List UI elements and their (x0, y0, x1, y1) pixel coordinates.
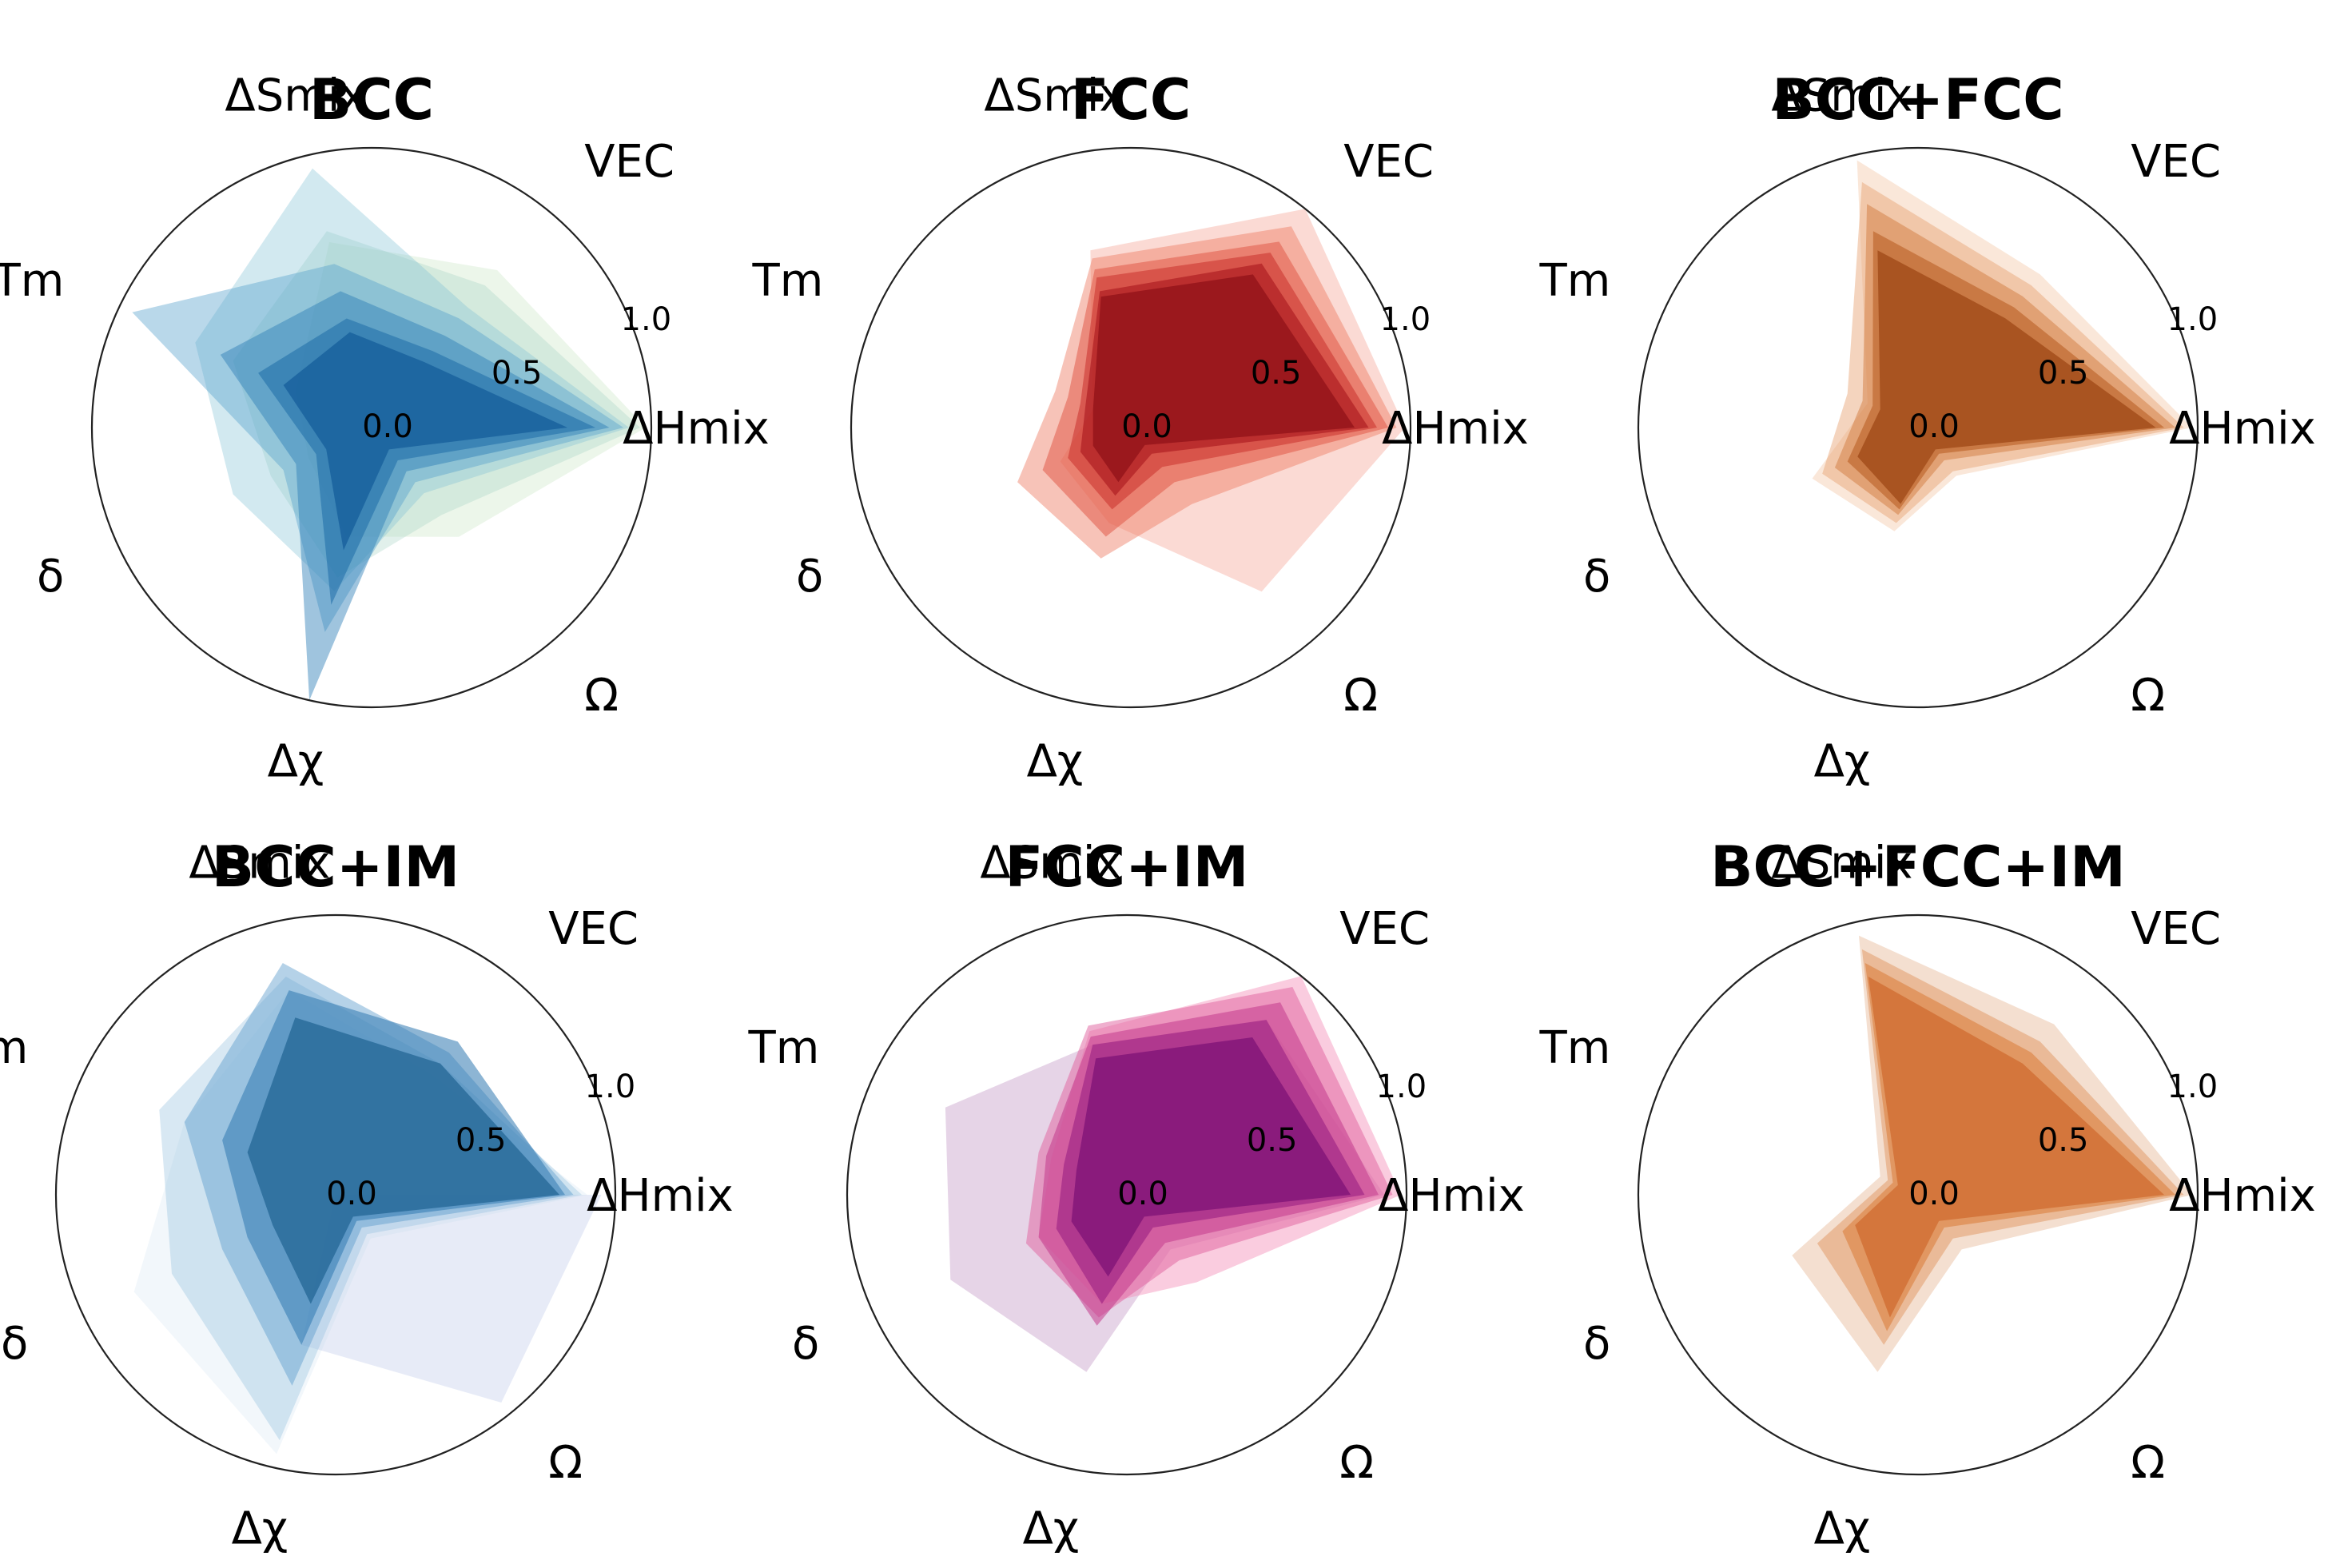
radial-tick-label: 0.0 (326, 1176, 377, 1212)
radial-tick-label: 1.0 (2167, 1069, 2219, 1105)
axis-label: δ (37, 551, 64, 603)
radial-tick-label: 0.0 (362, 408, 413, 445)
axis-label: δ (792, 1318, 819, 1370)
axis-label: VEC (2131, 903, 2221, 955)
axis-label: Δχ (1814, 1502, 1871, 1554)
axis-label: Δχ (1023, 1502, 1080, 1554)
radar-series-polygon (247, 1017, 559, 1304)
radar-outer-circle (1637, 146, 2199, 709)
axis-label: Δχ (1814, 735, 1871, 787)
axis-label: Δχ (1027, 735, 1084, 787)
radial-tick-label: 0.0 (1908, 408, 1960, 445)
radial-tick-label: 0.0 (1121, 408, 1172, 445)
axis-label: VEC (584, 136, 675, 188)
axis-label: Tm (1539, 255, 1611, 307)
axis-label: Ω (548, 1437, 583, 1489)
panel-title: BCC+IM (212, 834, 460, 900)
radial-tick-label: 0.5 (1251, 355, 1302, 392)
axis-label: VEC (2131, 136, 2221, 188)
radar-panel: BCC+IM 0.0 0.5 1.0 ΔHmix VEC ΔSmix Tm δ Δχ Ω (0, 834, 734, 1554)
axis-label: ΔHmix (2169, 403, 2316, 455)
axis-label: Tm (0, 255, 64, 307)
radial-tick-label: 0.0 (1117, 1176, 1168, 1212)
radar-series-polygon (1855, 977, 2164, 1318)
radar-series-polygon (301, 1195, 602, 1403)
radar-panel: FCC+IM 0.0 0.5 1.0 ΔHmix VEC ΔSmix Tm δ Δχ Ω (748, 834, 1525, 1554)
radar-outer-circle (54, 913, 617, 1476)
radar-panel: BCC+FCC+IM 0.0 0.5 1.0 ΔHmix VEC ΔSmix Tm δ Δχ Ω (1539, 834, 2316, 1554)
axis-label: Tm (0, 1022, 28, 1074)
radial-tick-label: 1.0 (621, 301, 672, 338)
panel-title: BCC+FCC+IM (1710, 834, 2126, 900)
axis-label: Ω (1339, 1437, 1374, 1489)
axis-label: Δχ (268, 735, 324, 787)
axis-label: Ω (2131, 1437, 2165, 1489)
radial-tick-label: 0.5 (456, 1122, 507, 1159)
panel-title: FCC (1071, 67, 1192, 133)
radial-tick-label: 1.0 (2167, 301, 2219, 338)
axis-label: ΔSmix (980, 838, 1121, 889)
axis-label: ΔSmix (225, 70, 366, 122)
axis-label: ΔHmix (1382, 403, 1529, 455)
axis-label: Ω (2131, 670, 2165, 722)
axis-label: Tm (752, 255, 824, 307)
axis-label: δ (796, 551, 823, 603)
axis-label: VEC (548, 903, 639, 955)
radar-series-polygon (283, 332, 567, 551)
radar-series-polygon (1857, 250, 2156, 504)
axis-label: Tm (748, 1022, 820, 1074)
radial-tick-label: 0.5 (491, 355, 543, 392)
axis-label: δ (1, 1318, 28, 1370)
axis-label: ΔSmix (189, 838, 330, 889)
radial-tick-label: 0.5 (1247, 1122, 1298, 1159)
radial-tick-label: 0.5 (2038, 355, 2089, 392)
radial-tick-label: 1.0 (1380, 301, 1431, 338)
axis-label: ΔSmix (984, 70, 1125, 122)
axis-label: Tm (1539, 1022, 1611, 1074)
axis-label: VEC (1339, 903, 1430, 955)
panel-title: FCC+IM (1005, 834, 1249, 900)
axis-label: Ω (1343, 670, 1378, 722)
panel-title: BCC+FCC (1772, 67, 2063, 133)
axis-label: δ (1583, 551, 1610, 603)
radial-tick-label: 1.0 (585, 1069, 636, 1105)
axis-label: Ω (584, 670, 619, 722)
radial-tick-label: 1.0 (1376, 1069, 1427, 1105)
radar-outer-circle (90, 146, 653, 709)
axis-label: ΔHmix (587, 1170, 734, 1222)
radar-series-polygon (1071, 1037, 1351, 1277)
axis-label: ΔSmix (1771, 838, 1912, 889)
radar-outer-circle (850, 146, 1412, 709)
axis-label: VEC (1343, 136, 1434, 188)
axis-label: ΔHmix (1378, 1170, 1525, 1222)
radar-panel: BCC+FCC 0.0 0.5 1.0 ΔHmix VEC ΔSmix Tm δ Δχ Ω (1539, 67, 2316, 787)
axis-label: ΔHmix (623, 403, 770, 455)
axis-label: ΔHmix (2169, 1170, 2316, 1222)
axis-label: ΔSmix (1771, 70, 1912, 122)
panel-title: BCC (309, 67, 434, 133)
axis-label: δ (1583, 1318, 1610, 1370)
radar-panel: BCC 0.0 0.5 1.0 ΔHmix VEC ΔSmix Tm δ Δχ Ω (0, 67, 770, 787)
axis-label: Δχ (232, 1502, 289, 1554)
radar-panel: FCC 0.0 0.5 1.0 ΔHmix VEC ΔSmix Tm δ Δχ Ω (752, 67, 1529, 787)
radial-tick-label: 0.5 (2038, 1122, 2089, 1159)
radar-series-polygon (1092, 274, 1355, 483)
radar-outer-circle (1637, 913, 2199, 1476)
radar-outer-circle (846, 913, 1408, 1476)
radial-tick-label: 0.0 (1908, 1176, 1960, 1212)
